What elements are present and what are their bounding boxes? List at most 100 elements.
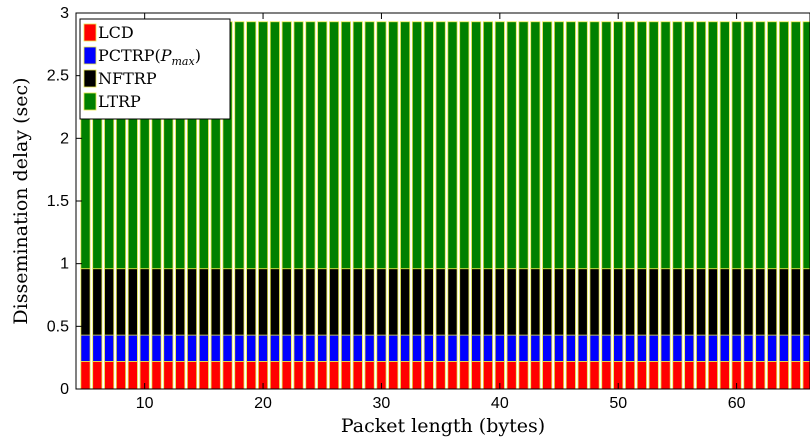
bar-nftrp-x29 xyxy=(364,268,375,336)
y-tick-label: 1.5 xyxy=(47,193,69,210)
bar-pctrp-x43 xyxy=(530,334,541,362)
bar-pctrp-x52 xyxy=(636,334,647,362)
bar-ltrp-x64 xyxy=(778,21,789,270)
bar-ltrp-x65 xyxy=(790,21,801,270)
bar-pctrp-x33 xyxy=(411,334,422,362)
bar-pctrp-x40 xyxy=(494,334,505,362)
bar-nftrp-x22 xyxy=(281,268,292,336)
legend-swatch-lcd xyxy=(83,23,97,42)
bar-nftrp-x52 xyxy=(636,268,647,336)
bar-nftrp-x63 xyxy=(767,268,778,336)
legend: LCD PCTRP(Pmax)NFTRP LTRP xyxy=(79,18,231,120)
bar-pctrp-x54 xyxy=(660,334,671,362)
bar-lcd-x47 xyxy=(577,361,588,390)
bar-lcd-x48 xyxy=(589,361,600,390)
bar-pctrp-x53 xyxy=(648,334,659,362)
bar-nftrp-x50 xyxy=(613,268,624,336)
bar-lcd-x57 xyxy=(696,361,707,390)
bar-pctrp-x37 xyxy=(459,334,470,362)
bar-lcd-x42 xyxy=(518,361,529,390)
y-tick-label: 2.5 xyxy=(47,68,69,85)
bar-nftrp-x26 xyxy=(329,268,340,336)
bar-lcd-x59 xyxy=(719,361,730,390)
bar-ltrp-x32 xyxy=(400,21,411,270)
bar-nftrp-x39 xyxy=(482,268,494,336)
bar-nftrp-x10 xyxy=(139,268,150,336)
bar-lcd-x39 xyxy=(482,361,494,390)
bar-pctrp-x18 xyxy=(234,334,245,362)
bar-pctrp-x16 xyxy=(210,334,221,362)
bar-ltrp-x31 xyxy=(388,21,399,270)
bar-lcd-x24 xyxy=(305,361,316,390)
bar-nftrp-x49 xyxy=(601,268,612,336)
bar-ltrp-x29 xyxy=(364,21,375,270)
bar-ltrp-x53 xyxy=(648,21,659,270)
bar-nftrp-x62 xyxy=(755,268,766,336)
bar-lcd-x27 xyxy=(340,361,351,390)
bar-lcd-x51 xyxy=(625,361,636,390)
bar-ltrp-x41 xyxy=(506,21,517,270)
bar-nftrp-x51 xyxy=(625,268,636,336)
bar-pctrp-x15 xyxy=(198,334,209,362)
x-tick-label: 20 xyxy=(254,395,272,412)
bar-pctrp-x48 xyxy=(589,334,600,362)
bar-nftrp-x12 xyxy=(163,268,174,336)
bar-nftrp-x54 xyxy=(660,268,671,336)
bar-lcd-x15 xyxy=(198,361,209,390)
y-tick-label: 0.5 xyxy=(47,318,69,335)
bar-pctrp-x65 xyxy=(790,334,801,362)
bar-ltrp-x56 xyxy=(684,21,695,270)
bar-lcd-x58 xyxy=(707,361,718,390)
bar-ltrp-x38 xyxy=(471,21,482,270)
bar-ltrp-x45 xyxy=(554,21,565,270)
bar-nftrp-x25 xyxy=(317,268,328,336)
bar-pctrp-x42 xyxy=(518,334,529,362)
bar-nftrp-x66 xyxy=(802,268,810,336)
bar-lcd-x41 xyxy=(506,361,517,390)
bar-nftrp-x45 xyxy=(554,268,565,336)
bar-nftrp-x33 xyxy=(411,268,422,336)
bar-pctrp-x19 xyxy=(246,334,257,362)
bar-pctrp-x62 xyxy=(755,334,766,362)
legend-box xyxy=(79,18,231,120)
bar-pctrp-x38 xyxy=(471,334,482,362)
bar-pctrp-x6 xyxy=(92,334,103,362)
bar-pctrp-x51 xyxy=(625,334,636,362)
bar-nftrp-x60 xyxy=(731,268,742,336)
bar-lcd-x63 xyxy=(767,361,778,390)
bar-nftrp-x64 xyxy=(778,268,789,336)
bar-lcd-x45 xyxy=(554,361,565,390)
bar-pctrp-x24 xyxy=(305,334,316,362)
bar-nftrp-x47 xyxy=(577,268,588,336)
bar-nftrp-x40 xyxy=(494,268,505,336)
bar-ltrp-x30 xyxy=(376,21,387,270)
bar-pctrp-x55 xyxy=(672,334,683,362)
bar-ltrp-x47 xyxy=(577,21,588,270)
bar-ltrp-x37 xyxy=(459,21,470,270)
bar-nftrp-x13 xyxy=(175,268,186,336)
bar-pctrp-x44 xyxy=(542,334,553,362)
bar-pctrp-x50 xyxy=(613,334,624,362)
bar-nftrp-x46 xyxy=(565,268,576,336)
bar-ltrp-x50 xyxy=(613,21,624,270)
bar-pctrp-x11 xyxy=(151,334,162,362)
bar-nftrp-x59 xyxy=(719,268,730,336)
bar-ltrp-x49 xyxy=(601,21,612,270)
bar-nftrp-x48 xyxy=(589,268,600,336)
bar-pctrp-x12 xyxy=(163,334,174,362)
bar-pctrp-x58 xyxy=(707,334,718,362)
y-axis-label: Dissemination delay (sec) xyxy=(10,77,32,324)
bar-lcd-x17 xyxy=(222,361,233,390)
bar-lcd-x6 xyxy=(92,361,103,390)
bar-nftrp-x61 xyxy=(743,268,754,336)
bar-nftrp-x19 xyxy=(246,268,257,336)
bar-lcd-x28 xyxy=(352,361,363,390)
bar-pctrp-x20 xyxy=(258,334,269,362)
bar-ltrp-x51 xyxy=(625,21,636,270)
bar-nftrp-x7 xyxy=(104,268,115,336)
bar-pctrp-x8 xyxy=(115,334,127,362)
bar-pctrp-x31 xyxy=(388,334,399,362)
bar-pctrp-x17 xyxy=(222,334,233,362)
bar-lcd-x31 xyxy=(388,361,399,390)
bar-ltrp-x48 xyxy=(589,21,600,270)
